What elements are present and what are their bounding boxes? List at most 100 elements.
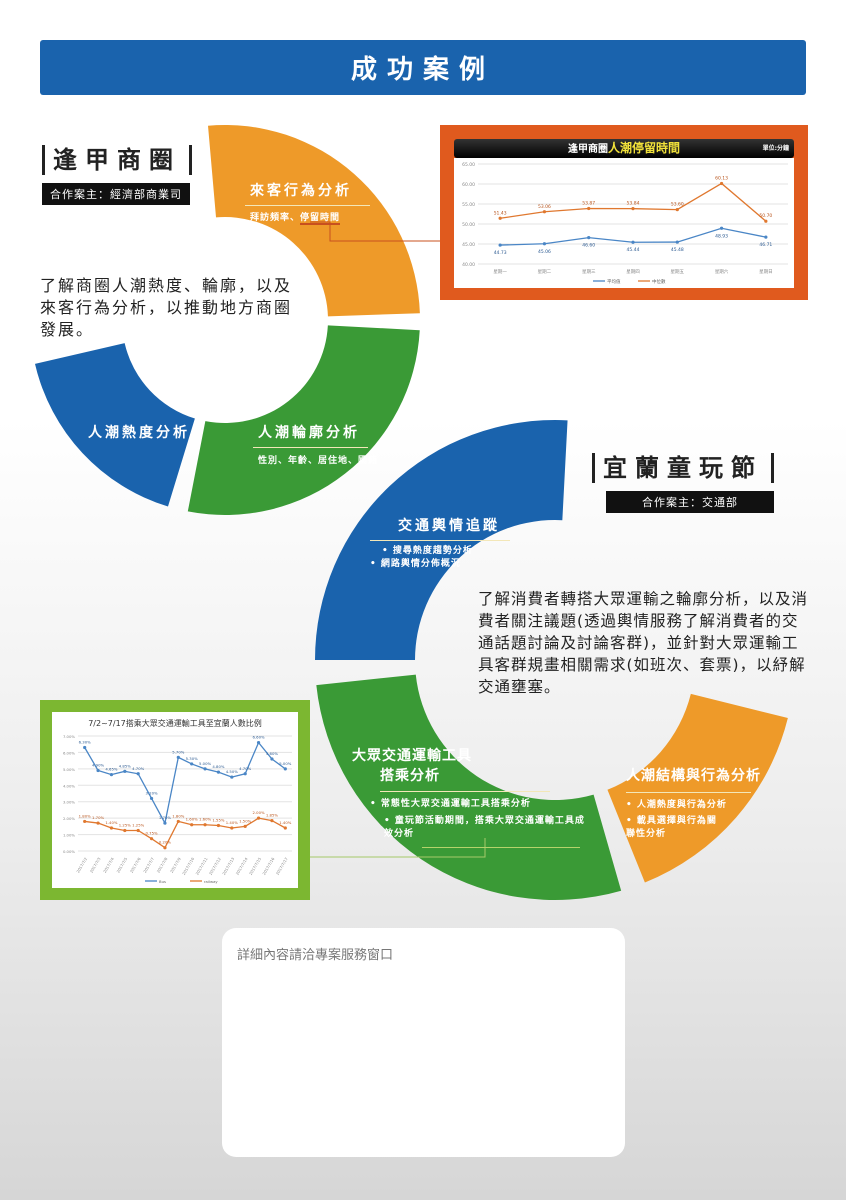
y-tick-label: 5.00% bbox=[63, 767, 75, 772]
data-point bbox=[109, 773, 114, 777]
data-point bbox=[190, 823, 194, 827]
data-label: 1.80% bbox=[79, 813, 91, 818]
x-tick-label: 2017/7/7 bbox=[142, 856, 155, 874]
data-label: 1.25% bbox=[132, 822, 144, 827]
data-point bbox=[719, 181, 724, 186]
data-point bbox=[176, 819, 180, 824]
data-label: 4.85% bbox=[119, 763, 131, 768]
x-tick-label: 星期一 bbox=[493, 269, 507, 275]
y-tick-label: 3.00% bbox=[63, 800, 75, 805]
segment-traffic-sentiment: 交通輿情追蹤 • 搜尋熱度趨勢分析 • 網路輿情分佈概況 bbox=[370, 515, 510, 571]
y-tick-label: 7.00% bbox=[63, 734, 75, 739]
segment-subtitle-highlight: 停留時間 bbox=[300, 213, 341, 225]
chart-title: 人潮停留時間 bbox=[607, 141, 680, 155]
x-tick-label: 2017/7/3 bbox=[89, 856, 102, 874]
case2-client: 合作案主：交通部 bbox=[606, 491, 774, 513]
data-label: 45.48 bbox=[671, 247, 684, 253]
segment-title: 來客行為分析 bbox=[250, 183, 352, 199]
donut-segment-crowd-heat bbox=[34, 343, 195, 507]
line-chart-1: 40.00 45.00 50.00 55.00 60.00 65.00 星期一 星期二 星期三 星… bbox=[454, 158, 794, 288]
x-tick-label: 2017/7/4 bbox=[102, 856, 115, 874]
y-tick-label: 1.00% bbox=[63, 833, 75, 838]
legend-label: 中位數 bbox=[652, 278, 666, 285]
data-point bbox=[149, 796, 154, 801]
divider bbox=[370, 540, 510, 541]
data-point bbox=[498, 243, 502, 247]
data-label: 5.00% bbox=[199, 761, 211, 766]
donut-segment-transit-usage bbox=[316, 674, 622, 900]
data-label: 1.40% bbox=[226, 820, 238, 825]
data-point bbox=[230, 826, 234, 830]
data-label: 53.87 bbox=[582, 201, 595, 207]
chart-title-bar-1: 逢甲商圈人潮停留時間 單位:分鐘 bbox=[454, 139, 794, 158]
x-tick-label: 2017/7/14 bbox=[235, 856, 249, 876]
data-point bbox=[283, 767, 287, 771]
data-point bbox=[163, 846, 167, 850]
data-point bbox=[96, 768, 100, 773]
y-tick-label: 60.00 bbox=[462, 182, 475, 188]
data-label: 4.90% bbox=[92, 763, 104, 768]
data-label: 4.70% bbox=[239, 766, 251, 771]
donut-segment-visitor-behavior bbox=[208, 125, 420, 317]
data-point bbox=[203, 823, 207, 827]
data-point bbox=[123, 769, 127, 773]
data-point bbox=[256, 740, 261, 745]
series-line bbox=[84, 741, 286, 825]
segment-title: 交通輿情追蹤 bbox=[398, 518, 500, 534]
data-label: 53.06 bbox=[538, 204, 551, 210]
case2-title: 宜蘭童玩節 bbox=[592, 453, 774, 483]
x-tick-label: 星期三 bbox=[582, 269, 596, 275]
x-tick-label: 星期五 bbox=[671, 269, 685, 275]
x-tick-label: 2017/7/17 bbox=[275, 856, 289, 876]
y-tick-label: 4.00% bbox=[63, 783, 75, 788]
divider bbox=[380, 791, 550, 792]
data-point bbox=[587, 206, 591, 211]
data-label: 0.20% bbox=[159, 840, 171, 845]
data-point bbox=[243, 772, 247, 776]
data-point bbox=[149, 837, 154, 841]
bullet-item: 搜尋熱度趨勢分析 bbox=[392, 546, 473, 556]
case1-description: 了解商圈人潮熱度、輪廓，以及來客行為分析，以推動地方商圈發展。 bbox=[40, 276, 293, 339]
case1-title: 逢甲商圈 bbox=[42, 145, 192, 175]
data-label: 4.65% bbox=[105, 767, 117, 772]
segment-crowd-structure: 人潮結構與行為分析 • 人潮熱度與行為分析 • 載具選擇與行為關聯性分析 bbox=[626, 765, 761, 841]
segment-transit-usage: 大眾交通運輸工具 搭乘分析 • 常態性大眾交通運輸工具搭乘分析 • 童玩節活動期… bbox=[352, 745, 592, 848]
data-label: 4.80% bbox=[212, 764, 224, 769]
segment-visitor-behavior: 來客行為分析 拜訪頻率、停留時間 bbox=[245, 180, 370, 225]
divider bbox=[626, 792, 751, 793]
data-label: 45.44 bbox=[627, 247, 640, 253]
bullet-item: 載具選擇與行為關聯性分析 bbox=[626, 816, 717, 839]
y-tick-label: 45.00 bbox=[462, 242, 475, 248]
data-label: 2.00% bbox=[253, 810, 265, 815]
data-point bbox=[230, 775, 234, 779]
contact-box: 詳細內容請洽專案服務窗口 bbox=[222, 928, 625, 1157]
data-point bbox=[498, 216, 502, 220]
chart-unit: 單位:分鐘 bbox=[762, 145, 789, 152]
data-point bbox=[109, 826, 114, 830]
data-label: 5.70% bbox=[172, 749, 184, 754]
data-label: 3.20% bbox=[146, 790, 158, 795]
data-point bbox=[270, 757, 274, 761]
y-tick-label: 6.00% bbox=[63, 750, 75, 755]
y-tick-label: 0.00% bbox=[63, 849, 75, 854]
data-point bbox=[216, 823, 221, 828]
data-point bbox=[163, 821, 167, 825]
data-label: 0.75% bbox=[146, 831, 158, 836]
data-label: 48.93 bbox=[715, 233, 728, 239]
divider bbox=[253, 447, 368, 448]
x-tick-label: 2017/7/2 bbox=[75, 856, 88, 874]
data-label: 51.43 bbox=[494, 210, 507, 216]
divider bbox=[245, 205, 370, 206]
series-line bbox=[84, 817, 286, 849]
data-label: 5.30% bbox=[186, 756, 198, 761]
chart-title-prefix: 逢甲商圈 bbox=[567, 144, 608, 155]
x-tick-label: 2017/7/6 bbox=[129, 856, 142, 874]
chart-title: 7/2~7/17搭乘大眾交通運輸工具至宜蘭人數比例 bbox=[88, 718, 262, 728]
segment-crowd-heat: 人潮熱度分析 bbox=[88, 425, 190, 441]
data-point bbox=[136, 772, 140, 776]
data-point bbox=[256, 816, 261, 820]
data-label: 44.73 bbox=[494, 250, 507, 256]
contact-text: 詳細內容請洽專案服務窗口 bbox=[237, 948, 394, 963]
x-tick-label: 星期六 bbox=[715, 268, 729, 275]
data-point bbox=[587, 236, 591, 240]
